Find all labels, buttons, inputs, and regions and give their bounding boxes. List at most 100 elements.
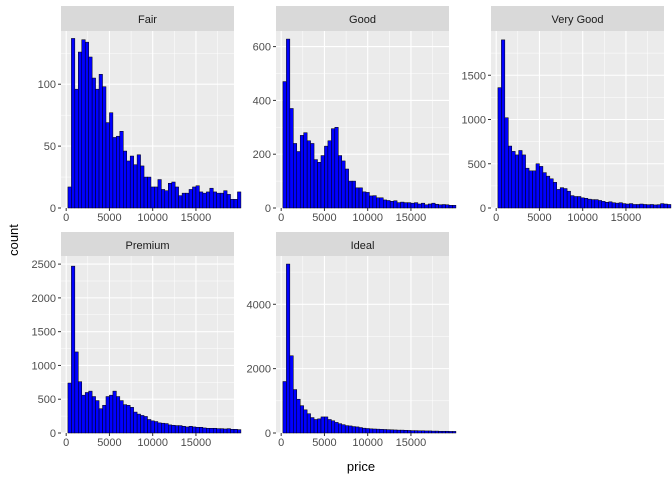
histogram-bar <box>185 192 190 209</box>
histogram-bar <box>116 396 121 434</box>
histogram-bar <box>400 201 405 209</box>
histogram-bar <box>174 186 179 209</box>
histogram-bar <box>414 430 419 434</box>
histogram-bar <box>209 187 214 209</box>
histogram-bar <box>341 160 346 209</box>
histogram-bar <box>78 381 83 434</box>
histogram-bar <box>445 430 450 434</box>
histogram-bar <box>358 427 363 434</box>
histogram-bar <box>441 204 446 209</box>
y-tick-label: 0 <box>480 203 486 215</box>
histogram-bar <box>549 178 554 209</box>
histogram-bar <box>136 413 141 434</box>
histogram-bar <box>355 426 360 434</box>
histogram-bar <box>445 204 450 209</box>
histogram-bar <box>313 159 318 209</box>
histogram-bar <box>376 428 381 434</box>
histogram-bar <box>67 382 72 434</box>
x-tick-label: 5000 <box>97 437 121 449</box>
y-tick-label: 4000 <box>247 299 271 311</box>
histogram-bar <box>206 191 211 209</box>
histogram-bar <box>286 38 291 209</box>
histogram-bar <box>150 186 155 209</box>
histogram-bar <box>331 128 336 209</box>
histogram-bar <box>289 108 294 209</box>
histogram-bar <box>393 429 398 434</box>
histogram-bar <box>559 187 564 209</box>
histogram-bar <box>362 191 367 209</box>
histogram-bar <box>140 415 145 434</box>
x-tick-label: 5000 <box>312 212 336 224</box>
y-tick-label: 2000 <box>247 364 271 376</box>
histogram-bar <box>403 202 408 209</box>
y-tick-label: 1000 <box>462 115 486 127</box>
histogram-bar <box>223 428 228 434</box>
facet-strip-label: Very Good <box>552 14 604 26</box>
histogram-bar <box>178 195 183 209</box>
histogram-bar <box>556 189 561 209</box>
x-tick-label: 10000 <box>137 437 168 449</box>
histogram-bar <box>168 182 172 209</box>
histogram-bar <box>608 201 613 209</box>
y-tick-label: 0 <box>265 203 271 215</box>
histogram-bar <box>202 427 207 434</box>
facet-strip <box>276 6 449 31</box>
histogram-bar <box>88 56 93 209</box>
histogram-bar <box>71 38 76 209</box>
histogram-bar <box>126 405 131 434</box>
histogram-bar <box>379 429 384 434</box>
histogram-bar <box>84 41 89 209</box>
histogram-bar <box>147 419 152 434</box>
x-tick-label: 15000 <box>611 212 642 224</box>
histogram-bar <box>532 170 537 209</box>
histogram-bar <box>341 424 346 434</box>
histogram-bar <box>109 394 114 434</box>
histogram-bar <box>230 199 235 209</box>
histogram-bar <box>168 424 172 434</box>
histogram-bar <box>334 422 339 434</box>
facet-strip <box>61 6 234 31</box>
histogram-bar <box>372 195 377 209</box>
histogram-bar <box>383 429 387 434</box>
histogram-bar <box>98 408 103 434</box>
histogram-bar <box>365 428 370 434</box>
histogram-bar <box>622 203 627 209</box>
histogram-bar <box>542 172 547 209</box>
histogram-bar <box>143 416 148 434</box>
histogram-bar <box>157 422 162 434</box>
x-tick-label: 10000 <box>137 212 168 224</box>
histogram-bar <box>282 81 287 209</box>
histogram-bar <box>171 424 176 434</box>
histogram-bar <box>598 200 602 209</box>
histogram-bar <box>452 205 457 209</box>
histogram-bar <box>209 428 214 434</box>
histogram-bar <box>98 74 103 209</box>
histogram-bar <box>129 155 134 209</box>
histogram-bar <box>514 154 519 209</box>
histogram-bar <box>389 201 394 209</box>
histogram-bar <box>348 425 353 434</box>
histogram-bar <box>393 200 398 209</box>
histogram-bar <box>327 140 332 209</box>
histogram-bar <box>188 425 193 434</box>
histogram-bar <box>376 197 381 209</box>
histogram-bar <box>563 188 568 209</box>
histogram-bar <box>161 422 166 434</box>
histogram-bar <box>174 425 179 434</box>
histogram-bar <box>348 180 353 209</box>
histogram-bar <box>535 163 540 209</box>
histogram-bar <box>296 398 301 434</box>
histogram-bar <box>369 195 374 209</box>
facet-good: Good 0 5000 10000 15000 0 200 400 600 <box>253 6 457 224</box>
histogram-bar <box>584 198 589 209</box>
x-tick-label: 15000 <box>181 437 212 449</box>
histogram-bar <box>126 160 131 209</box>
histogram-bar <box>109 112 114 209</box>
histogram-bar <box>112 137 117 209</box>
histogram-bar <box>95 400 100 434</box>
histogram-bar <box>410 202 415 209</box>
histogram-bar <box>192 426 197 434</box>
histogram-bar <box>553 182 557 209</box>
histogram-bar <box>424 430 429 434</box>
histogram-bar <box>129 407 134 434</box>
